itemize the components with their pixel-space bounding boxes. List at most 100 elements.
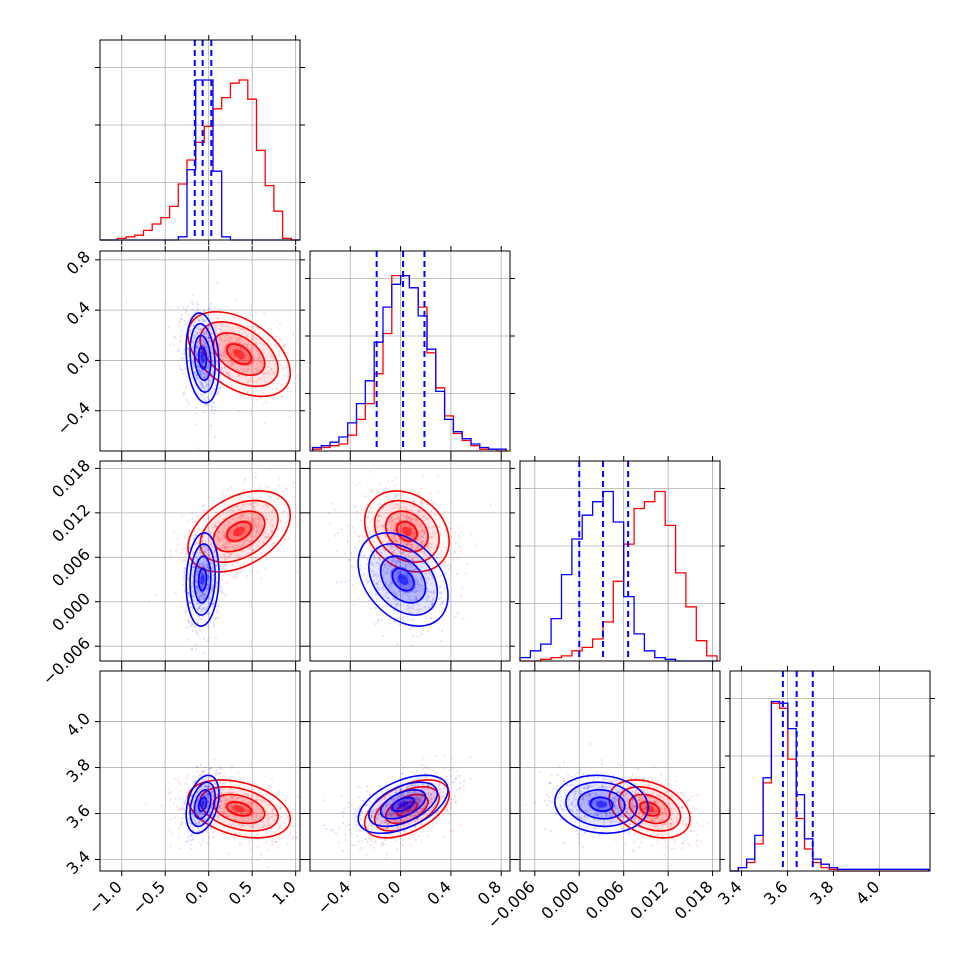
contour-line xyxy=(187,311,292,398)
scatter-point xyxy=(413,548,416,552)
scatter-point xyxy=(219,590,222,593)
scatter-point xyxy=(406,513,409,516)
scatter-point xyxy=(445,535,448,538)
scatter-point xyxy=(197,327,200,330)
scatter-point xyxy=(245,809,248,812)
scatter-point xyxy=(377,588,380,591)
scatter-point xyxy=(251,794,254,797)
scatter-point xyxy=(409,844,412,847)
scatter-point xyxy=(197,615,200,618)
scatter-point xyxy=(409,517,412,521)
scatter-point xyxy=(387,564,390,567)
scatter-point xyxy=(215,564,219,567)
scatter-point xyxy=(258,519,261,522)
scatter-point xyxy=(203,388,206,392)
scatter-point xyxy=(261,360,264,363)
scatter-point xyxy=(264,567,267,571)
scatter-point xyxy=(202,651,205,655)
scatter-point xyxy=(203,544,206,548)
scatter-point xyxy=(197,340,200,344)
scatter-point xyxy=(399,604,402,607)
scatter-point xyxy=(420,841,423,844)
scatter-point xyxy=(210,589,213,592)
scatter-point xyxy=(230,508,233,511)
scatter-point xyxy=(180,352,183,355)
scatter-point xyxy=(376,498,379,501)
scatter-point xyxy=(219,339,223,342)
scatter-point xyxy=(213,599,216,602)
scatter-point xyxy=(200,763,203,767)
scatter-point xyxy=(224,354,227,357)
scatter-point xyxy=(188,825,192,828)
scatter-point xyxy=(221,493,224,496)
scatter-point xyxy=(250,535,253,538)
scatter-point xyxy=(248,547,251,550)
scatter-point xyxy=(252,506,255,509)
scatter-point xyxy=(228,800,231,803)
scatter-point xyxy=(250,788,253,791)
scatter-point xyxy=(206,800,210,803)
scatter-point xyxy=(379,823,382,826)
scatter-point xyxy=(434,606,437,609)
scatter-point xyxy=(240,386,244,389)
scatter-point xyxy=(422,756,425,759)
scatter-point xyxy=(270,510,274,513)
scatter-point xyxy=(209,767,212,770)
scatter-point xyxy=(218,800,222,804)
scatter-point xyxy=(412,558,415,561)
scatter-point xyxy=(200,392,203,395)
scatter-point xyxy=(288,500,291,503)
scatter-point xyxy=(282,345,285,348)
scatter-point xyxy=(205,509,208,512)
scatter-point xyxy=(406,608,409,611)
scatter-point xyxy=(287,537,291,540)
scatter-point xyxy=(202,593,206,597)
scatter-point xyxy=(180,335,183,339)
scatter-point xyxy=(260,853,263,856)
scatter-point xyxy=(226,305,230,308)
scatter-point xyxy=(412,634,415,637)
scatter-point xyxy=(227,374,230,377)
scatter-point xyxy=(266,820,269,823)
scatter-point xyxy=(440,549,443,552)
scatter-point xyxy=(206,513,209,516)
scatter-point xyxy=(452,515,455,518)
scatter-point xyxy=(385,593,388,596)
scatter-point xyxy=(257,518,260,521)
scatter-point xyxy=(272,541,275,545)
scatter-point xyxy=(405,506,408,509)
scatter-point xyxy=(198,787,201,790)
scatter-point xyxy=(449,802,453,805)
scatter-point xyxy=(218,530,221,533)
scatter-point xyxy=(201,317,204,321)
scatter-point xyxy=(215,772,218,775)
panels: −0.40.00.40.8−0.0060.0000.0060.0120.018−… xyxy=(39,35,935,933)
scatter-point xyxy=(206,349,209,352)
scatter-point xyxy=(381,540,385,544)
scatter-point xyxy=(192,624,195,627)
scatter-point xyxy=(380,551,383,554)
scatter-point xyxy=(282,490,286,493)
scatter-point xyxy=(261,391,265,394)
scatter-point xyxy=(215,511,218,514)
scatter-point xyxy=(406,543,409,546)
scatter-point xyxy=(212,602,215,605)
scatter-point xyxy=(198,331,201,334)
scatter-point xyxy=(237,375,240,378)
scatter-point xyxy=(258,827,261,830)
scatter-point xyxy=(209,531,212,534)
scatter-point xyxy=(272,382,275,385)
scatter-point xyxy=(230,352,233,355)
scatter-point xyxy=(276,495,279,498)
scatter-point xyxy=(230,531,233,534)
scatter-point xyxy=(369,520,372,523)
scatter-point xyxy=(194,534,197,537)
scatter-point xyxy=(185,552,188,556)
scatter-point xyxy=(407,582,410,586)
scatter-point xyxy=(202,318,205,321)
scatter-point xyxy=(207,786,210,790)
scatter-point xyxy=(396,517,400,520)
scatter-point xyxy=(184,568,187,572)
scatter-point xyxy=(196,365,199,368)
scatter-point xyxy=(393,529,396,532)
